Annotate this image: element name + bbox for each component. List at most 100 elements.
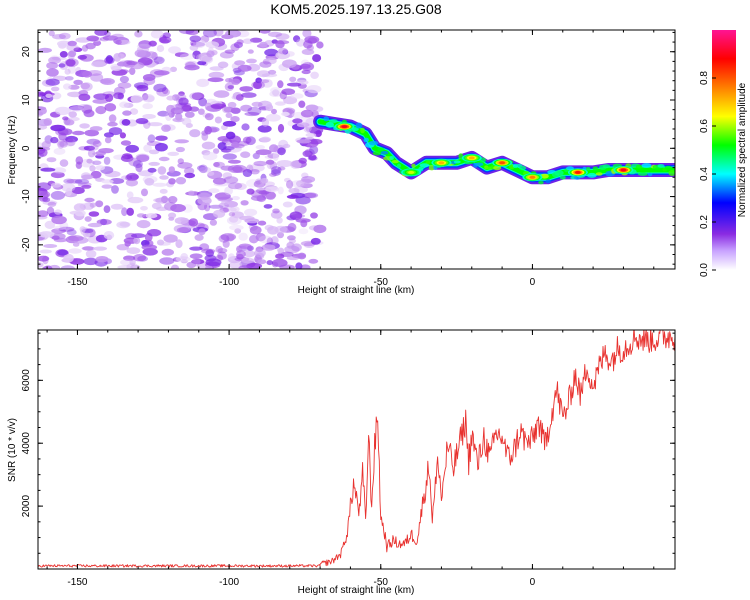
ridge-speckle xyxy=(538,180,544,185)
noise-blob xyxy=(261,73,278,78)
noise-blob xyxy=(287,235,296,241)
noise-blob xyxy=(38,210,49,218)
noise-blob xyxy=(259,30,271,34)
noise-blob xyxy=(217,196,233,202)
noise-blob xyxy=(247,106,262,116)
ridge-peak xyxy=(468,156,475,160)
ridge-speckle xyxy=(587,172,597,178)
noise-blob xyxy=(270,236,279,245)
noise-blob xyxy=(108,127,123,136)
noise-blob xyxy=(281,88,296,95)
noise-blob xyxy=(242,136,252,144)
noise-blob xyxy=(175,177,187,185)
noise-blob xyxy=(213,209,226,218)
noise-blob xyxy=(132,160,143,169)
noise-blob xyxy=(206,50,215,58)
noise-blob xyxy=(286,180,294,189)
noise-blob xyxy=(168,196,178,204)
noise-blob xyxy=(222,120,237,127)
noise-blob xyxy=(93,93,110,100)
noise-blob xyxy=(282,201,293,208)
noise-blob xyxy=(265,191,276,200)
noise-blob xyxy=(135,118,149,124)
noise-blob xyxy=(242,169,253,177)
noise-blob xyxy=(48,56,61,64)
noise-blob xyxy=(270,169,281,176)
noise-blob xyxy=(68,50,77,58)
noise-blob xyxy=(48,30,55,37)
noise-blob xyxy=(54,209,62,215)
ridge-speckle xyxy=(641,163,652,168)
noise-blob xyxy=(236,250,246,258)
noise-blob xyxy=(197,60,207,66)
noise-blob xyxy=(310,105,324,113)
noise-blob xyxy=(163,234,178,243)
noise-blob xyxy=(290,160,302,169)
noise-blob xyxy=(126,191,134,199)
ridge-speckle xyxy=(595,172,603,176)
noise-blob xyxy=(241,257,254,264)
noise-blob xyxy=(145,51,157,59)
noise-blob xyxy=(305,104,319,112)
noise-blob xyxy=(316,41,324,49)
noise-blob xyxy=(310,237,321,245)
noise-blob xyxy=(159,175,169,180)
noise-blob xyxy=(290,93,304,99)
noise-blob xyxy=(142,114,156,119)
noise-blob xyxy=(141,244,158,251)
noise-blob xyxy=(213,90,230,98)
noise-blob xyxy=(46,68,59,77)
noise-blob xyxy=(239,86,253,92)
noise-blob xyxy=(223,146,235,151)
noise-blob xyxy=(256,70,271,78)
noise-blob xyxy=(40,191,51,198)
y-tick-label: -10 xyxy=(21,189,32,204)
noise-blob xyxy=(154,70,170,76)
y-tick-label: 2000 xyxy=(21,495,32,518)
noise-blob xyxy=(230,116,240,123)
noise-blob xyxy=(119,39,131,45)
noise-blob xyxy=(201,248,216,254)
noise-blob xyxy=(194,234,204,241)
noise-blob xyxy=(265,159,275,165)
spectrogram-noise-region xyxy=(38,30,327,269)
ridge-speckle xyxy=(635,164,643,169)
ridge-speckle xyxy=(377,147,385,152)
noise-blob xyxy=(298,228,309,235)
noise-blob xyxy=(201,55,213,63)
noise-blob xyxy=(41,140,51,149)
ridge-peak xyxy=(438,161,445,165)
noise-blob xyxy=(168,46,181,54)
noise-blob xyxy=(136,43,152,50)
noise-blob xyxy=(274,101,286,106)
noise-blob xyxy=(103,231,115,240)
noise-blob xyxy=(67,40,77,47)
noise-blob xyxy=(202,152,218,161)
ridge-speckle xyxy=(493,165,502,171)
noise-blob xyxy=(259,178,267,185)
noise-blob xyxy=(38,106,47,116)
noise-blob xyxy=(175,239,183,249)
noise-blob xyxy=(204,102,212,111)
noise-blob xyxy=(260,136,271,143)
ridge-speckle xyxy=(602,164,611,169)
top-y-axis-label: Frequency (Hz) xyxy=(7,116,18,185)
noise-blob xyxy=(296,180,306,188)
noise-blob xyxy=(100,78,115,85)
noise-blob xyxy=(310,212,318,219)
noise-blob xyxy=(131,233,146,239)
noise-blob xyxy=(207,170,223,180)
noise-blob xyxy=(68,111,77,118)
noise-blob xyxy=(181,117,192,126)
noise-blob xyxy=(177,162,193,169)
noise-blob xyxy=(296,38,305,47)
x-tick-label: 0 xyxy=(530,277,536,288)
noise-blob xyxy=(111,185,119,194)
noise-blob xyxy=(134,30,143,38)
noise-blob xyxy=(198,166,212,173)
noise-blob xyxy=(300,264,311,269)
noise-blob xyxy=(136,84,149,92)
noise-blob xyxy=(254,248,266,258)
top-x-ticks: -150 -100 -50 0 xyxy=(46,30,655,288)
noise-blob xyxy=(246,58,257,64)
